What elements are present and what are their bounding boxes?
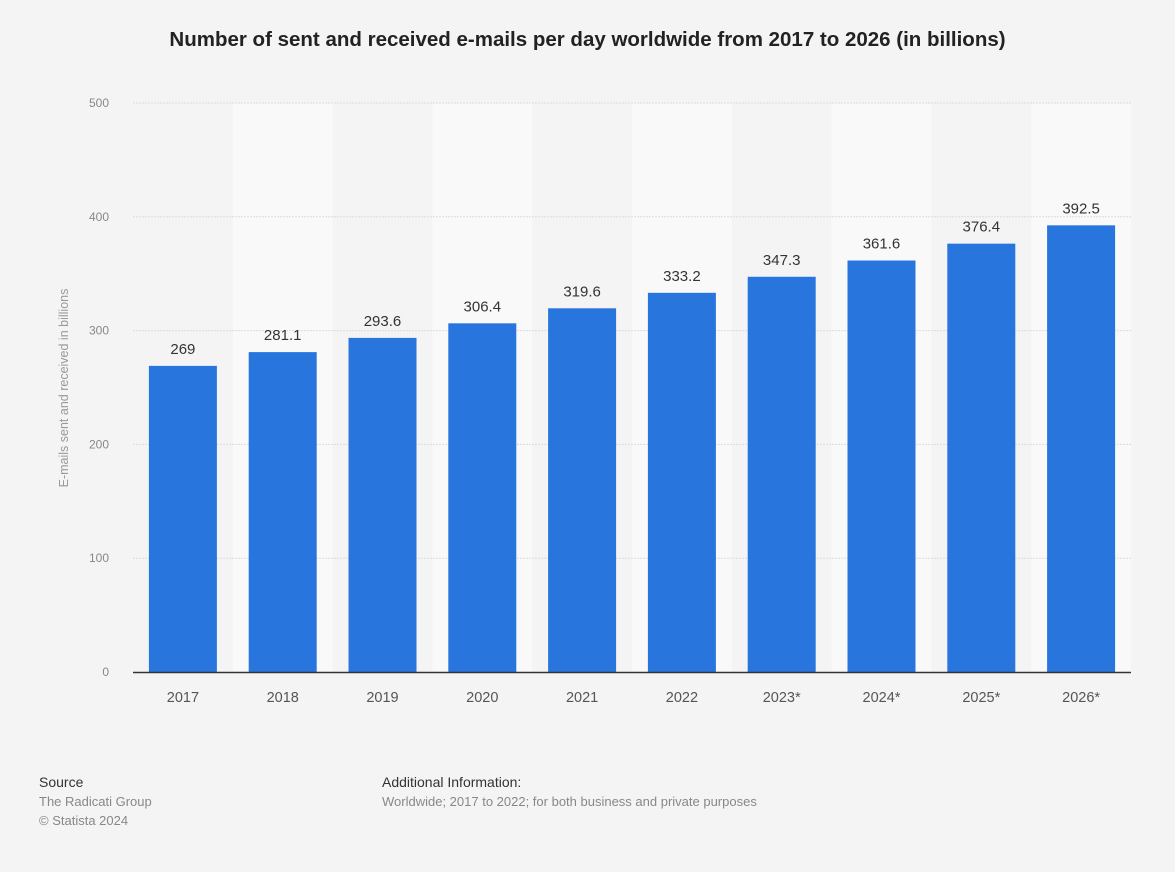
bar-2020: [448, 323, 517, 672]
additional-info-heading: Additional Information:: [382, 774, 522, 790]
additional-info-block: Additional Information: Worldwide; 2017 …: [382, 773, 757, 811]
copyright: © Statista 2024: [39, 813, 129, 828]
x-tick-label: 2024*: [863, 690, 901, 706]
x-tick-label: 2017: [167, 690, 199, 706]
y-tick-label: 200: [89, 437, 109, 451]
x-tick-label: 2025*: [962, 690, 1000, 706]
data-label: 306.4: [464, 298, 502, 315]
bar-2021: [548, 308, 617, 672]
bar-2018: [248, 352, 317, 672]
data-label: 281.1: [264, 327, 302, 344]
x-tick-label: 2022: [666, 690, 698, 706]
x-tick-label: 2021: [566, 690, 598, 706]
bar-2017: [148, 365, 217, 672]
y-tick-label: 500: [89, 96, 109, 110]
x-tick-label: 2019: [366, 690, 398, 706]
additional-info-text: Worldwide; 2017 to 2022; for both busine…: [382, 794, 757, 809]
y-axis-label: E-mails sent and received in billions: [57, 289, 71, 488]
data-label: 361.6: [863, 235, 901, 252]
x-tick-label: 2023*: [763, 690, 801, 706]
bar-2024*: [847, 260, 916, 672]
x-tick-label: 2020: [466, 690, 498, 706]
data-label: 347.3: [763, 252, 801, 269]
source-name[interactable]: The Radicati Group: [39, 794, 152, 809]
data-label: 333.2: [663, 268, 701, 285]
bar-2026*: [1047, 225, 1116, 672]
source-heading: Source: [39, 774, 84, 790]
y-tick-label: 400: [89, 210, 109, 224]
data-label: 269: [170, 341, 195, 358]
bar-2022: [647, 292, 716, 672]
y-tick-label: 300: [89, 324, 109, 338]
data-label: 293.6: [364, 313, 402, 330]
data-label: 392.5: [1062, 200, 1100, 217]
data-label: 319.6: [563, 283, 601, 300]
x-tick-label: 2026*: [1062, 690, 1100, 706]
source-block: Source The Radicati Group © Statista 202…: [39, 773, 152, 830]
x-tick-label: 2018: [267, 690, 299, 706]
y-tick-label: 100: [89, 551, 109, 565]
bar-2023*: [747, 276, 816, 672]
bar-2019: [348, 337, 417, 672]
chart-title: Number of sent and received e-mails per …: [169, 28, 1006, 51]
bar-2025*: [947, 243, 1016, 672]
data-label: 376.4: [963, 219, 1001, 236]
y-tick-label: 0: [102, 665, 109, 679]
